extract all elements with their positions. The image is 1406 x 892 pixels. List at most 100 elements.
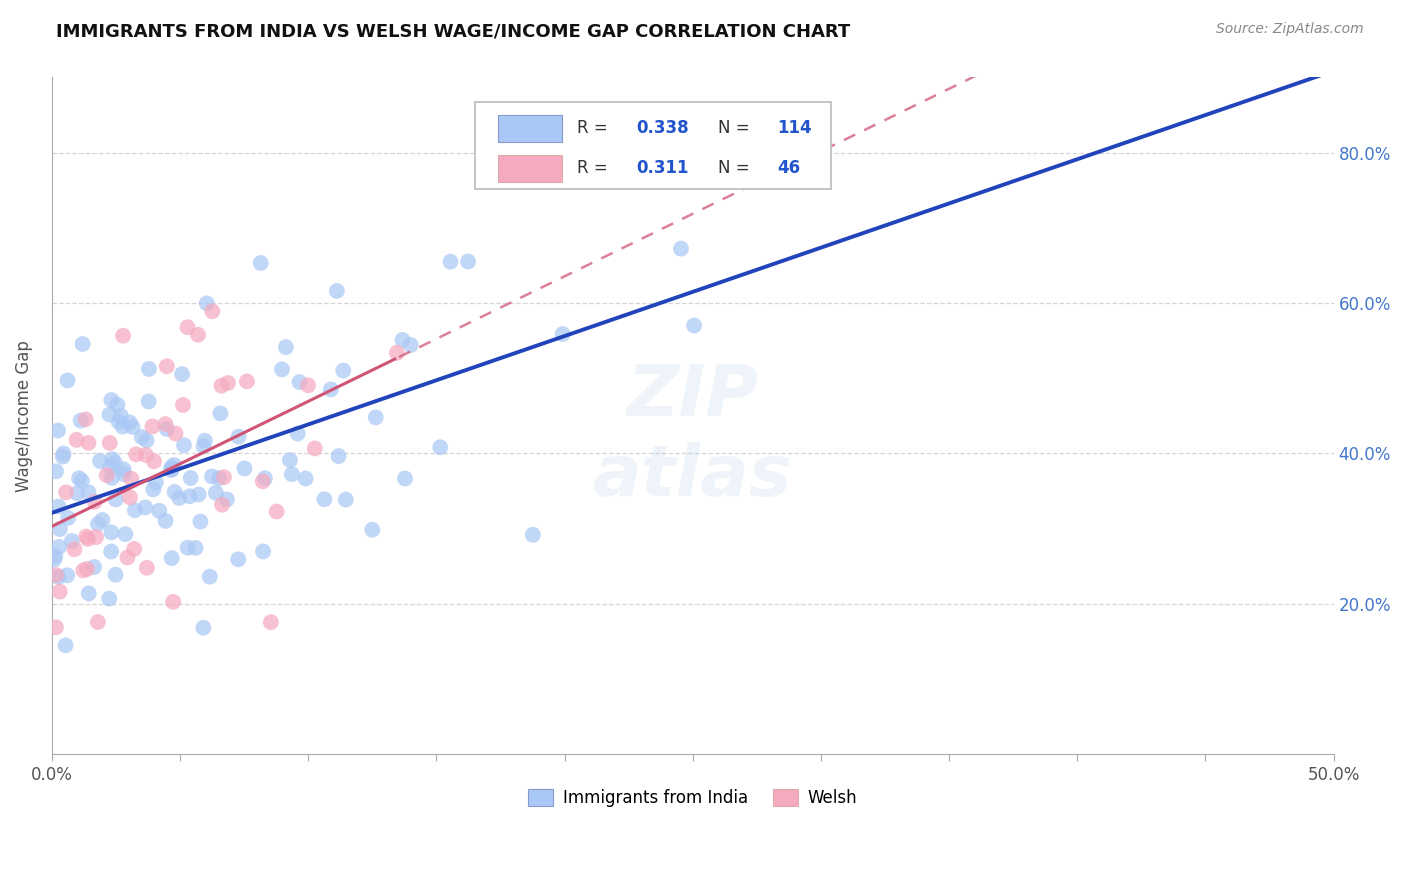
Point bbox=[122, 541, 145, 556]
Point bbox=[75, 529, 97, 543]
Point bbox=[46, 424, 69, 438]
Point bbox=[72, 564, 94, 578]
Point bbox=[100, 392, 122, 407]
Point bbox=[274, 340, 297, 354]
Point bbox=[172, 398, 194, 412]
Text: ZIP
atlas: ZIP atlas bbox=[593, 362, 793, 510]
Point bbox=[48, 500, 70, 514]
Point bbox=[52, 446, 75, 460]
Point bbox=[233, 461, 256, 475]
Point bbox=[87, 516, 110, 531]
Point bbox=[314, 492, 336, 507]
Point bbox=[429, 440, 451, 454]
FancyBboxPatch shape bbox=[475, 103, 831, 189]
Point bbox=[287, 426, 309, 441]
Point bbox=[266, 504, 288, 518]
Point bbox=[332, 363, 354, 377]
Point bbox=[160, 463, 183, 477]
Point bbox=[120, 472, 142, 486]
Text: IMMIGRANTS FROM INDIA VS WELSH WAGE/INCOME GAP CORRELATION CHART: IMMIGRANTS FROM INDIA VS WELSH WAGE/INCO… bbox=[56, 22, 851, 40]
Point bbox=[118, 491, 141, 505]
Point bbox=[209, 378, 232, 392]
Point bbox=[160, 462, 183, 476]
Point bbox=[328, 449, 350, 463]
Text: 0.338: 0.338 bbox=[637, 120, 689, 137]
Point bbox=[131, 430, 153, 444]
Point bbox=[145, 475, 167, 490]
Point bbox=[65, 433, 87, 447]
Point bbox=[96, 468, 118, 483]
Text: Source: ZipAtlas.com: Source: ZipAtlas.com bbox=[1216, 22, 1364, 37]
Point bbox=[281, 467, 304, 482]
Point bbox=[45, 464, 67, 478]
Point bbox=[101, 452, 124, 467]
Point bbox=[271, 362, 294, 376]
Point bbox=[111, 419, 134, 434]
Point bbox=[117, 550, 139, 565]
Point bbox=[114, 527, 136, 541]
Point bbox=[260, 615, 283, 630]
Point bbox=[125, 447, 148, 461]
Point bbox=[98, 436, 121, 450]
Point bbox=[669, 242, 692, 256]
Point bbox=[100, 544, 122, 558]
Point bbox=[190, 515, 212, 529]
Point bbox=[179, 489, 201, 503]
Point bbox=[44, 549, 66, 563]
Point bbox=[98, 591, 121, 606]
Point bbox=[253, 471, 276, 485]
Point bbox=[135, 434, 157, 448]
Point bbox=[522, 528, 544, 542]
Point bbox=[226, 552, 249, 566]
Point bbox=[142, 483, 165, 497]
Point bbox=[391, 333, 413, 347]
Point bbox=[44, 552, 66, 566]
Point bbox=[110, 409, 132, 423]
Point bbox=[167, 491, 190, 505]
Text: N =: N = bbox=[718, 160, 755, 178]
Point bbox=[75, 412, 97, 426]
Point bbox=[52, 450, 75, 464]
Bar bbox=[498, 155, 562, 182]
Point bbox=[45, 620, 67, 634]
Point bbox=[156, 422, 179, 436]
Point bbox=[217, 376, 239, 390]
Point bbox=[63, 542, 86, 557]
Point bbox=[319, 383, 342, 397]
Point bbox=[55, 638, 77, 652]
Point bbox=[138, 362, 160, 376]
Point bbox=[249, 256, 271, 270]
Point bbox=[252, 475, 274, 489]
Point bbox=[187, 327, 209, 342]
Point bbox=[772, 120, 794, 134]
Point bbox=[394, 471, 416, 485]
Point bbox=[83, 560, 105, 574]
Point bbox=[551, 326, 574, 341]
Point bbox=[155, 417, 177, 431]
Point bbox=[141, 419, 163, 434]
Point bbox=[294, 471, 316, 485]
Point bbox=[304, 442, 326, 456]
Point bbox=[118, 416, 141, 430]
Point bbox=[107, 415, 129, 429]
Text: R =: R = bbox=[578, 160, 613, 178]
Legend: Immigrants from India, Welsh: Immigrants from India, Welsh bbox=[522, 782, 865, 814]
Point bbox=[209, 406, 232, 420]
Point bbox=[77, 485, 100, 500]
Point bbox=[98, 408, 121, 422]
Point bbox=[163, 458, 186, 472]
Point bbox=[288, 375, 311, 389]
Point bbox=[69, 413, 91, 427]
Point bbox=[193, 621, 215, 635]
Point bbox=[156, 359, 179, 374]
Point bbox=[148, 504, 170, 518]
Point bbox=[49, 584, 72, 599]
Point bbox=[193, 439, 215, 453]
Point bbox=[135, 561, 157, 575]
Point bbox=[87, 615, 110, 629]
Point bbox=[211, 498, 233, 512]
Point bbox=[194, 434, 217, 448]
Point bbox=[184, 541, 207, 555]
Point bbox=[252, 544, 274, 558]
Point bbox=[104, 492, 127, 507]
